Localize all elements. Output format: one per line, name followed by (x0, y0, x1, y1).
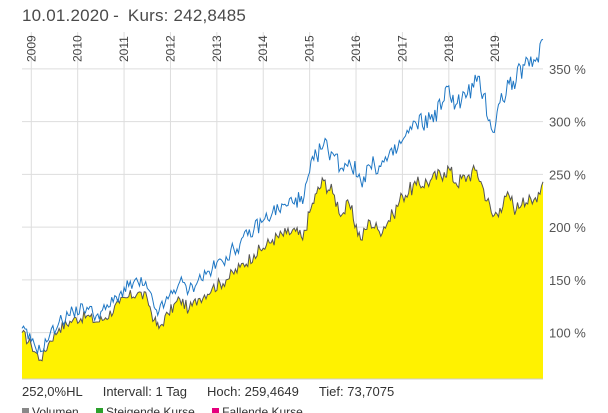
legend-label-rising: Steigende Kurse (106, 404, 195, 413)
x-tick-label: 2012 (163, 35, 177, 62)
legend-item-rising[interactable]: Steigende Kurse (96, 405, 195, 413)
y-tick-label: 300 % (549, 115, 586, 130)
legend-label-volume: Volumen (32, 404, 79, 413)
legend: Volumen Steigende Kurse Fallende Kurse (22, 404, 317, 413)
x-tick-label: 2013 (210, 35, 224, 62)
legend-item-volume[interactable]: Volumen (22, 405, 79, 413)
line-layer (21, 38, 544, 362)
x-tick-label: 2010 (71, 35, 85, 62)
header-date: 10.01.2020 (22, 6, 110, 25)
x-tick-label: 2011 (117, 36, 131, 62)
y-tick-label: 350 % (549, 62, 586, 77)
header-separator: - (113, 6, 119, 25)
y-tick-label: 100 % (549, 326, 586, 341)
stats-bar: 252,0%HL Intervall: 1 Tag Hoch: 259,4649 Ti… (22, 384, 414, 399)
stat-high: Hoch: 259,4649 (207, 384, 299, 399)
y-tick-label: 250 % (549, 167, 586, 182)
legend-label-falling: Fallende Kurse (222, 404, 303, 413)
x-tick-label: 2016 (349, 35, 363, 62)
x-tick-label: 2014 (256, 35, 270, 62)
price-area (22, 165, 543, 379)
x-tick-label: 2015 (303, 35, 317, 62)
legend-item-falling[interactable]: Fallende Kurse (212, 405, 303, 413)
legend-swatch-falling (212, 408, 220, 413)
legend-swatch-rising (96, 408, 104, 413)
stat-interval: Intervall: 1 Tag (102, 384, 188, 399)
x-tick-label: 2017 (395, 35, 409, 62)
x-tick-label: 2009 (24, 35, 38, 62)
header-kurs-value: 242,8485 (173, 6, 247, 25)
area-layer (22, 165, 543, 379)
stat-performance: 252,0%HL (22, 384, 83, 399)
x-tick-label: 2018 (442, 35, 456, 62)
stat-low: Tief: 73,7075 (318, 384, 395, 399)
axis-layer: 100 % 150 % 200 % 250 % 300 % 350 % 2009 2010 20… (22, 35, 586, 380)
x-tick-label: 2019 (488, 35, 502, 62)
chart-header: 10.01.2020- Kurs: 242,8485 (22, 6, 246, 26)
y-tick-label: 150 % (549, 273, 586, 288)
header-kurs-label: Kurs: (127, 6, 169, 25)
price-line (21, 163, 544, 362)
y-tick-label: 200 % (549, 220, 586, 235)
legend-swatch-volume (22, 408, 29, 413)
benchmark-line (21, 38, 544, 354)
